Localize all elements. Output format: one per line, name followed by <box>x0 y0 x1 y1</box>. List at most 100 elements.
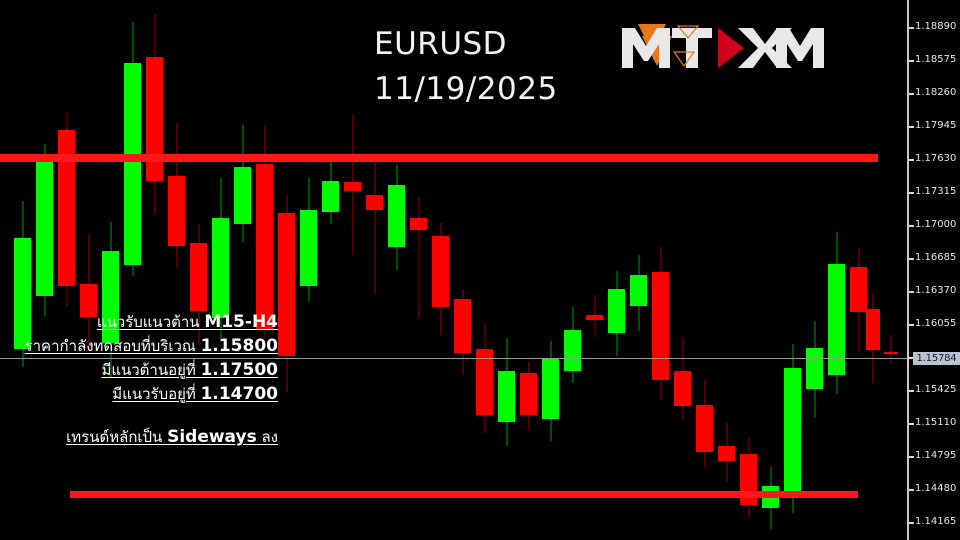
tick-dash <box>909 60 914 62</box>
candlestick <box>866 293 880 384</box>
candle-body <box>564 329 581 371</box>
candlestick <box>718 422 735 482</box>
candle-body <box>630 275 647 306</box>
current-price-badge: 1.15784 <box>913 352 960 365</box>
candlestick <box>652 246 669 400</box>
candlestick <box>256 125 273 340</box>
candle-body <box>542 357 559 419</box>
tick-label: 1.17945 <box>915 120 957 131</box>
candle-body <box>300 210 317 286</box>
page-title: EURUSD <box>374 26 508 62</box>
candle-body <box>234 167 251 224</box>
candlestick <box>36 144 53 317</box>
candle-body <box>344 181 361 192</box>
candle-wick <box>374 158 375 295</box>
logo-letter-m <box>622 28 670 68</box>
annotation-trend: เทรนด์หลักเป็น Sideways ลง <box>66 427 278 447</box>
candlestick <box>322 161 339 224</box>
tick-dash <box>909 258 914 260</box>
resistance-level-line <box>0 154 878 162</box>
tick-label: 1.17630 <box>915 153 957 164</box>
candlestick <box>300 177 317 302</box>
candlestick <box>564 306 581 384</box>
tick-dash <box>909 93 914 95</box>
tick-dash <box>909 324 914 326</box>
candlestick <box>278 194 295 392</box>
tick-dash <box>909 390 914 392</box>
tick-dash <box>909 159 914 161</box>
tick-label: 1.17000 <box>915 219 957 230</box>
tick-label: 1.14165 <box>915 516 957 527</box>
chart-header: EURUSD 11/19/2025 <box>374 22 558 112</box>
candlestick <box>630 255 647 331</box>
candle-body <box>432 236 449 307</box>
current-price-line <box>0 358 907 359</box>
tick-dash <box>909 126 914 128</box>
candle-body <box>124 62 141 265</box>
candlestick <box>884 334 898 365</box>
tick-label: 1.17315 <box>915 186 957 197</box>
tick-label: 1.16685 <box>915 252 957 263</box>
logo-outline-triangle-1 <box>676 25 700 39</box>
candle-body <box>866 308 880 350</box>
candlestick <box>476 324 493 434</box>
support-level-line <box>70 491 858 498</box>
candle-body <box>520 372 537 415</box>
candlestick <box>542 341 559 441</box>
candlestick <box>828 232 845 394</box>
candle-body <box>718 445 735 461</box>
candle-body <box>278 213 295 356</box>
annotation-timeframe: แนวรับแนวต้าน M15-H4 <box>96 312 278 332</box>
candle-body <box>102 251 119 344</box>
candle-body <box>696 405 713 453</box>
annotation-row-3: มีแนวต้านอยู่ที่ 1.17500 <box>0 358 300 382</box>
annotation-testing-level: ราคากำลังทดสอบที่บริเวณ 1.15800 <box>24 336 278 356</box>
tick-dash <box>909 522 914 524</box>
tick-dash <box>909 225 914 227</box>
candle-body <box>828 263 845 375</box>
candle-body <box>14 237 31 349</box>
candle-body <box>498 370 515 422</box>
candlestick <box>14 200 31 368</box>
candlestick <box>212 177 229 342</box>
candlestick <box>806 321 823 417</box>
tick-label: 1.16055 <box>915 318 957 329</box>
candlestick <box>696 380 713 467</box>
candlestick <box>344 114 361 256</box>
candlestick-plot-area[interactable] <box>0 0 907 540</box>
tick-label: 1.18575 <box>915 54 957 65</box>
candle-body <box>256 164 273 329</box>
candlestick <box>102 221 119 377</box>
candle-body <box>586 315 603 321</box>
annotation-row-1: แนวรับแนวต้าน M15-H4 <box>0 310 300 334</box>
candlestick <box>850 248 867 352</box>
tick-label: 1.15110 <box>915 417 957 428</box>
candle-body <box>366 194 383 211</box>
tick-dash <box>909 27 914 29</box>
candlestick <box>498 338 515 446</box>
tick-dash <box>909 423 914 425</box>
candlestick <box>146 14 163 215</box>
candle-body <box>322 180 339 213</box>
candlestick <box>58 111 75 306</box>
candle-wick <box>890 334 892 365</box>
annotation-row-5: เทรนด์หลักเป็น Sideways ลง <box>0 425 300 449</box>
mt-xm-logo <box>620 22 825 74</box>
tick-label: 1.18890 <box>915 21 957 32</box>
tick-dash <box>909 456 914 458</box>
candle-body <box>146 57 163 181</box>
tick-dash <box>909 291 914 293</box>
logo-letter-t <box>672 28 712 68</box>
candlestick <box>388 165 405 270</box>
candle-body <box>58 129 75 286</box>
candle-body <box>410 217 427 231</box>
candle-body <box>212 217 229 319</box>
logo-svg <box>622 24 824 68</box>
price-axis[interactable]: 1.18890 1.18575 1.18260 1.17945 1.17630 1.173… <box>907 0 960 540</box>
candle-body <box>652 272 669 380</box>
annotation-resistance: มีแนวต้านอยู่ที่ 1.17500 <box>101 360 278 380</box>
candle-body <box>36 162 53 297</box>
candle-body <box>674 370 691 407</box>
candlestick <box>80 234 97 349</box>
